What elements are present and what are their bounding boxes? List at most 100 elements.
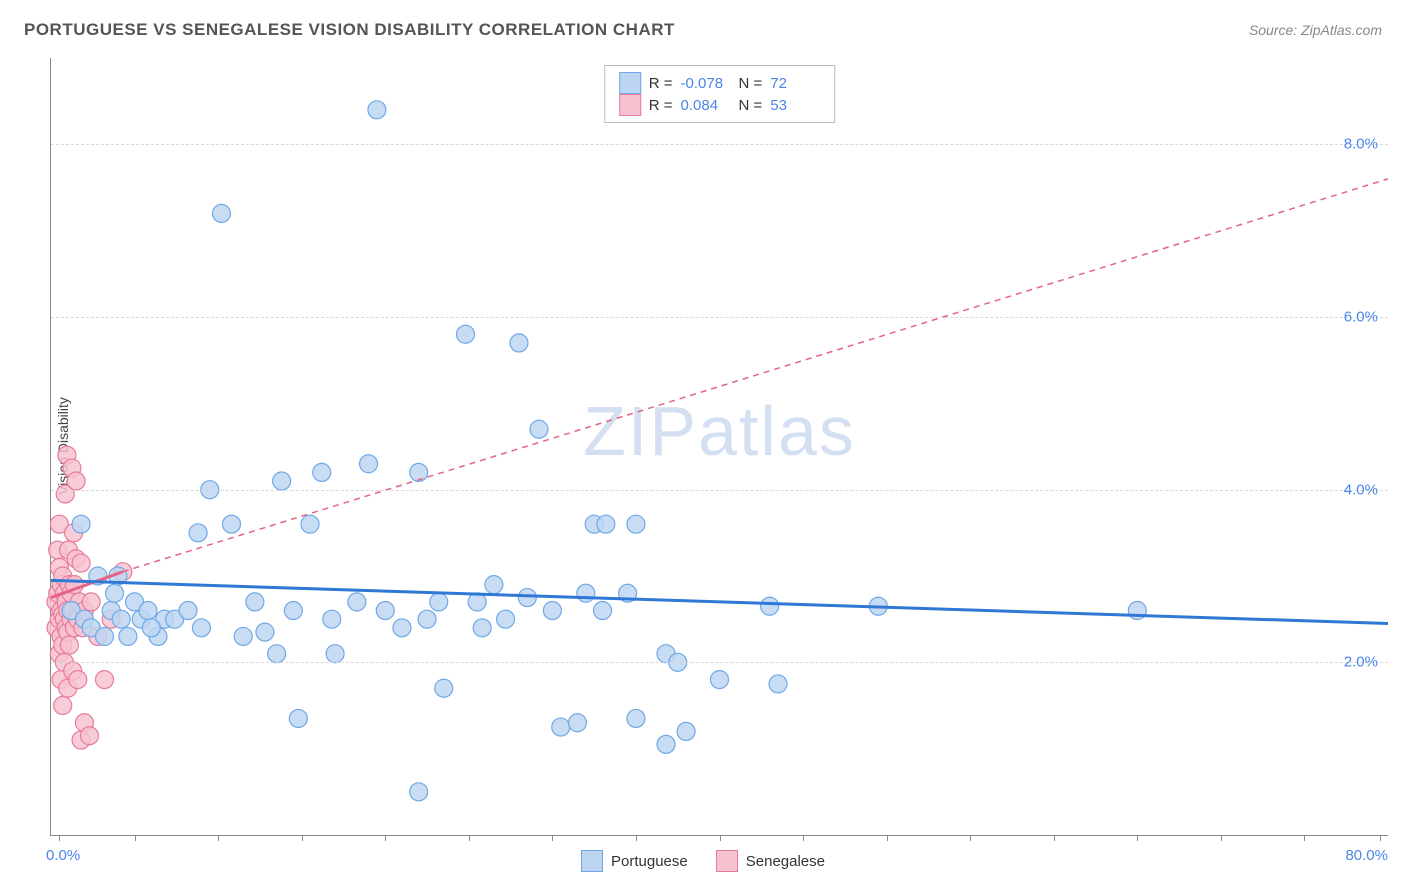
legend-r-value: 0.084 bbox=[681, 97, 731, 114]
x-tick bbox=[720, 835, 721, 841]
data-point bbox=[119, 627, 137, 645]
data-point bbox=[376, 602, 394, 620]
data-point bbox=[627, 709, 645, 727]
data-point bbox=[530, 420, 548, 438]
data-point bbox=[368, 101, 386, 119]
x-max-label: 80.0% bbox=[1345, 847, 1388, 864]
data-point bbox=[410, 783, 428, 801]
data-point bbox=[179, 602, 197, 620]
y-tick-label: 8.0% bbox=[1344, 136, 1378, 153]
legend-r-label: R = bbox=[649, 97, 673, 114]
x-tick bbox=[469, 835, 470, 841]
data-point bbox=[418, 610, 436, 628]
data-point bbox=[95, 671, 113, 689]
data-point bbox=[456, 325, 474, 343]
data-point bbox=[711, 671, 729, 689]
data-point bbox=[72, 554, 90, 572]
data-point bbox=[246, 593, 264, 611]
data-point bbox=[543, 602, 561, 620]
data-point bbox=[313, 463, 331, 481]
data-point bbox=[284, 602, 302, 620]
data-point bbox=[301, 515, 319, 533]
data-point bbox=[69, 671, 87, 689]
x-tick bbox=[803, 835, 804, 841]
legend-n-value: 53 bbox=[770, 97, 820, 114]
gridline bbox=[51, 144, 1388, 145]
x-tick bbox=[552, 835, 553, 841]
data-point bbox=[72, 515, 90, 533]
x-tick bbox=[1221, 835, 1222, 841]
trend-line bbox=[123, 179, 1388, 572]
scatter-plot-svg bbox=[51, 58, 1388, 835]
chart-area: ZIPatlas R =-0.078N =72R =0.084N =53 2.0… bbox=[50, 58, 1388, 836]
y-tick-label: 2.0% bbox=[1344, 654, 1378, 671]
data-point bbox=[510, 334, 528, 352]
data-point bbox=[761, 597, 779, 615]
y-tick-label: 4.0% bbox=[1344, 481, 1378, 498]
legend-n-label: N = bbox=[739, 97, 763, 114]
data-point bbox=[473, 619, 491, 637]
data-point bbox=[326, 645, 344, 663]
data-point bbox=[657, 735, 675, 753]
x-tick bbox=[1304, 835, 1305, 841]
data-point bbox=[256, 623, 274, 641]
data-point bbox=[577, 584, 595, 602]
data-point bbox=[677, 722, 695, 740]
series-label: Senegalese bbox=[746, 853, 825, 870]
x-tick bbox=[218, 835, 219, 841]
x-tick bbox=[1054, 835, 1055, 841]
data-point bbox=[430, 593, 448, 611]
data-point bbox=[80, 727, 98, 745]
x-tick bbox=[385, 835, 386, 841]
x-tick bbox=[1137, 835, 1138, 841]
x-min-label: 0.0% bbox=[46, 847, 80, 864]
data-point bbox=[435, 679, 453, 697]
legend-n-value: 72 bbox=[770, 75, 820, 92]
legend-swatch bbox=[716, 850, 738, 872]
data-point bbox=[139, 602, 157, 620]
legend-swatch bbox=[619, 94, 641, 116]
series-legend-item: Portuguese bbox=[581, 850, 688, 872]
data-point bbox=[393, 619, 411, 637]
data-point bbox=[289, 709, 307, 727]
data-point bbox=[60, 636, 78, 654]
gridline bbox=[51, 490, 1388, 491]
gridline bbox=[51, 662, 1388, 663]
legend-row: R = 0.084 N = 53 bbox=[619, 94, 821, 116]
data-point bbox=[112, 610, 130, 628]
data-point bbox=[82, 593, 100, 611]
data-point bbox=[627, 515, 645, 533]
data-point bbox=[222, 515, 240, 533]
data-point bbox=[106, 584, 124, 602]
data-point bbox=[552, 718, 570, 736]
series-legend-item: Senegalese bbox=[716, 850, 825, 872]
x-tick bbox=[302, 835, 303, 841]
legend-row: R =-0.078N =72 bbox=[619, 72, 821, 94]
data-point bbox=[273, 472, 291, 490]
source-label: Source: ZipAtlas.com bbox=[1249, 22, 1382, 38]
data-point bbox=[189, 524, 207, 542]
data-point bbox=[54, 697, 72, 715]
data-point bbox=[323, 610, 341, 628]
data-point bbox=[268, 645, 286, 663]
data-point bbox=[192, 619, 210, 637]
data-point bbox=[497, 610, 515, 628]
data-point bbox=[769, 675, 787, 693]
x-tick bbox=[59, 835, 60, 841]
y-tick-label: 6.0% bbox=[1344, 309, 1378, 326]
data-point bbox=[568, 714, 586, 732]
gridline bbox=[51, 317, 1388, 318]
chart-title: PORTUGUESE VS SENEGALESE VISION DISABILI… bbox=[24, 20, 675, 40]
x-tick bbox=[970, 835, 971, 841]
correlation-legend: R =-0.078N =72R =0.084N =53 bbox=[604, 65, 836, 123]
data-point bbox=[410, 463, 428, 481]
data-point bbox=[67, 472, 85, 490]
x-tick bbox=[636, 835, 637, 841]
data-point bbox=[594, 602, 612, 620]
x-tick bbox=[1380, 835, 1381, 841]
series-legend: Portuguese Senegalese bbox=[581, 850, 825, 872]
data-point bbox=[360, 455, 378, 473]
legend-r-label: R = bbox=[649, 75, 673, 92]
legend-n-label: N = bbox=[739, 75, 763, 92]
series-label: Portuguese bbox=[611, 853, 688, 870]
